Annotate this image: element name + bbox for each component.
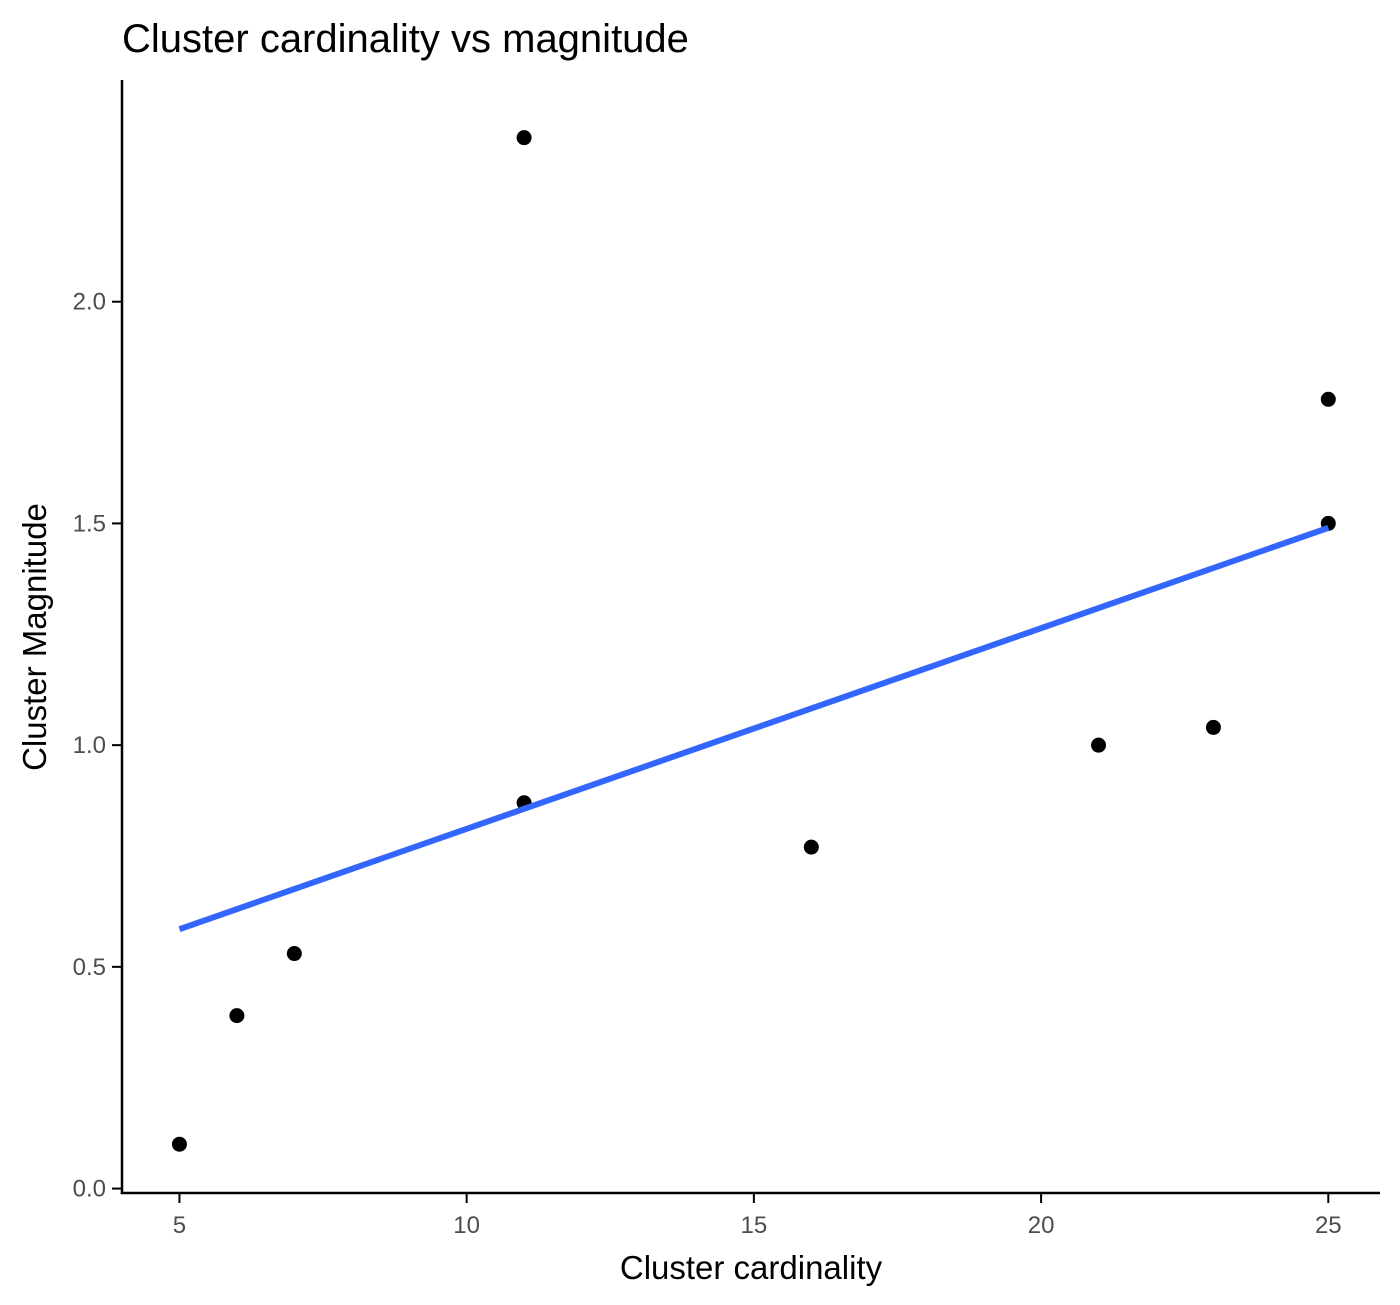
- chart-title: Cluster cardinality vs magnitude: [122, 17, 689, 61]
- data-point: [229, 1008, 245, 1024]
- x-tick-label: 10: [453, 1212, 480, 1239]
- y-tick-label: 0.0: [73, 1176, 106, 1203]
- data-point: [286, 946, 302, 962]
- y-axis-ticks: 0.0 0.5 1.0 1.5 2.0: [73, 289, 121, 1203]
- trend-line: [178, 525, 1330, 932]
- data-point: [1320, 391, 1336, 407]
- y-tick-label: 2.0: [73, 289, 106, 316]
- x-axis-ticks: 5 10 15 20 25: [173, 1194, 1342, 1239]
- y-tick-label: 1.0: [73, 732, 106, 759]
- plot-area: [171, 130, 1336, 1152]
- x-tick-label: 15: [741, 1212, 768, 1239]
- data-point: [516, 130, 532, 146]
- y-tick-label: 0.5: [73, 954, 106, 981]
- x-tick-label: 25: [1315, 1212, 1342, 1239]
- x-tick-label: 20: [1028, 1212, 1055, 1239]
- data-point: [1205, 719, 1221, 735]
- data-point: [171, 1136, 187, 1152]
- x-tick-label: 5: [173, 1212, 186, 1239]
- y-axis-label: Cluster Magnitude: [16, 503, 53, 771]
- y-tick-label: 1.5: [73, 510, 106, 537]
- data-point: [803, 839, 819, 855]
- data-point: [1091, 737, 1107, 753]
- x-axis-label: Cluster cardinality: [620, 1249, 883, 1286]
